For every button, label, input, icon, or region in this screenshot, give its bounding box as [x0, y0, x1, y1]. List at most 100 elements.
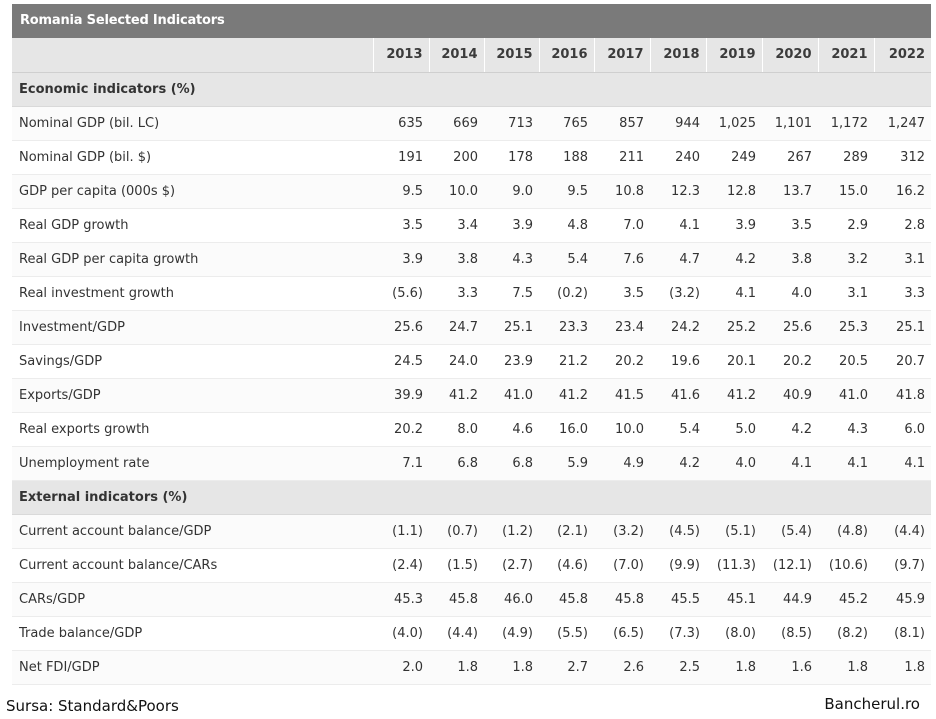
table-row: Real exports growth 20.2 8.0 4.6 16.0 10.0 5.4…: [12, 412, 931, 447]
value-cell-2020: 267: [762, 140, 818, 175]
table-row: CARs/GDP 45.3 45.8 46.0 45.8 45.8 45.5 45.1 44.9…: [12, 582, 931, 617]
table-row: Unemployment rate 7.1 6.8 6.8 5.9 4.9 4.2 4.0 4.…: [12, 446, 931, 481]
value-cell-2020: 25.6: [762, 310, 818, 345]
value-cell-2019: 4.0: [706, 446, 762, 481]
value-cell-2014: (0.7): [429, 514, 484, 549]
section-header-row: External indicators (%): [12, 480, 931, 515]
table-row: Investment/GDP 25.6 24.7 25.1 23.3 23.4 24.2 25…: [12, 310, 931, 345]
value-cell-2017: 45.8: [594, 582, 650, 617]
table-row: Real GDP growth 3.5 3.4 3.9 4.8 7.0 4.1 3.9 3.5 2…: [12, 208, 931, 243]
value-cell-2016: (0.2): [539, 276, 594, 311]
value-cell-2017: 7.6: [594, 242, 650, 277]
value-cell-2017: (7.0): [594, 548, 650, 583]
value-cell-2013: (1.1): [373, 514, 429, 549]
value-cell-2021: 1.8: [818, 650, 874, 685]
value-cell-2018: 24.2: [650, 310, 706, 345]
value-cell-2019: 1,025: [706, 106, 762, 141]
year-header-2021: 2021: [817, 38, 874, 73]
year-header-2013: 2013: [372, 38, 429, 73]
value-cell-2017: 7.0: [594, 208, 650, 243]
value-cell-2018: (7.3): [650, 616, 706, 651]
value-cell-2019: 25.2: [706, 310, 762, 345]
value-cell-2021: 3.1: [818, 276, 874, 311]
row-label: Net FDI/GDP: [12, 650, 373, 685]
year-header-2019: 2019: [705, 38, 762, 73]
value-cell-2018: 45.5: [650, 582, 706, 617]
brand-label: Bancherul.ro: [824, 695, 920, 713]
value-cell-2021: 20.5: [818, 344, 874, 379]
value-cell-2014: 8.0: [429, 412, 484, 447]
value-cell-2017: 23.4: [594, 310, 650, 345]
value-cell-2015: 41.0: [484, 378, 539, 413]
value-cell-2017: 2.6: [594, 650, 650, 685]
value-cell-2022: (4.4): [874, 514, 931, 549]
value-cell-2013: 3.9: [373, 242, 429, 277]
value-cell-2021: (10.6): [818, 548, 874, 583]
value-cell-2017: 41.5: [594, 378, 650, 413]
row-label: Real GDP growth: [12, 208, 373, 243]
source-note: Sursa: Standard&Poors: [6, 697, 179, 715]
value-cell-2020: 4.2: [762, 412, 818, 447]
value-cell-2020: 13.7: [762, 174, 818, 209]
value-cell-2018: 41.6: [650, 378, 706, 413]
value-cell-2015: 23.9: [484, 344, 539, 379]
value-cell-2015: 178: [484, 140, 539, 175]
year-header-2016: 2016: [538, 38, 594, 73]
value-cell-2017: 20.2: [594, 344, 650, 379]
value-cell-2021: 41.0: [818, 378, 874, 413]
table-row: Current account balance/GDP (1.1) (0.7) (1.…: [12, 514, 931, 549]
value-cell-2019: 45.1: [706, 582, 762, 617]
value-cell-2016: 23.3: [539, 310, 594, 345]
table-row: Real GDP per capita growth 3.9 3.8 4.3 5.4 7.…: [12, 242, 931, 277]
value-cell-2013: 2.0: [373, 650, 429, 685]
value-cell-2022: 20.7: [874, 344, 931, 379]
value-cell-2018: (4.5): [650, 514, 706, 549]
value-cell-2015: 46.0: [484, 582, 539, 617]
value-cell-2013: (5.6): [373, 276, 429, 311]
value-cell-2021: 289: [818, 140, 874, 175]
year-header-2020: 2020: [761, 38, 818, 73]
section-heading: External indicators (%): [12, 480, 931, 515]
value-cell-2020: 1.6: [762, 650, 818, 685]
value-cell-2016: 2.7: [539, 650, 594, 685]
value-cell-2022: 41.8: [874, 378, 931, 413]
value-cell-2020: 40.9: [762, 378, 818, 413]
value-cell-2016: (4.6): [539, 548, 594, 583]
section-header-row: Economic indicators (%): [12, 72, 931, 107]
value-cell-2022: 4.1: [874, 446, 931, 481]
value-cell-2016: 21.2: [539, 344, 594, 379]
row-label: Current account balance/GDP: [12, 514, 373, 549]
row-label: GDP per capita (000s $): [12, 174, 373, 209]
value-cell-2015: 713: [484, 106, 539, 141]
value-cell-2014: 3.4: [429, 208, 484, 243]
row-label: Savings/GDP: [12, 344, 373, 379]
value-cell-2022: 3.3: [874, 276, 931, 311]
value-cell-2019: 3.9: [706, 208, 762, 243]
value-cell-2018: 19.6: [650, 344, 706, 379]
value-cell-2022: 3.1: [874, 242, 931, 277]
value-cell-2018: 2.5: [650, 650, 706, 685]
row-label: Current account balance/CARs: [12, 548, 373, 583]
row-label: Nominal GDP (bil. LC): [12, 106, 373, 141]
value-cell-2017: 857: [594, 106, 650, 141]
value-cell-2020: (8.5): [762, 616, 818, 651]
table-row: Nominal GDP (bil. LC) 635 669 713 765 857 944 1…: [12, 106, 931, 141]
value-cell-2022: 2.8: [874, 208, 931, 243]
value-cell-2019: (8.0): [706, 616, 762, 651]
value-cell-2013: 3.5: [373, 208, 429, 243]
value-cell-2022: 1,247: [874, 106, 931, 141]
value-cell-2021: 3.2: [818, 242, 874, 277]
year-header-2015: 2015: [483, 38, 539, 73]
row-label: CARs/GDP: [12, 582, 373, 617]
value-cell-2014: (1.5): [429, 548, 484, 583]
value-cell-2020: (12.1): [762, 548, 818, 583]
value-cell-2019: 4.1: [706, 276, 762, 311]
value-cell-2019: 41.2: [706, 378, 762, 413]
row-label: Unemployment rate: [12, 446, 373, 481]
value-cell-2017: (6.5): [594, 616, 650, 651]
value-cell-2022: 312: [874, 140, 931, 175]
value-cell-2018: (3.2): [650, 276, 706, 311]
value-cell-2013: 24.5: [373, 344, 429, 379]
value-cell-2016: (5.5): [539, 616, 594, 651]
value-cell-2014: 24.0: [429, 344, 484, 379]
